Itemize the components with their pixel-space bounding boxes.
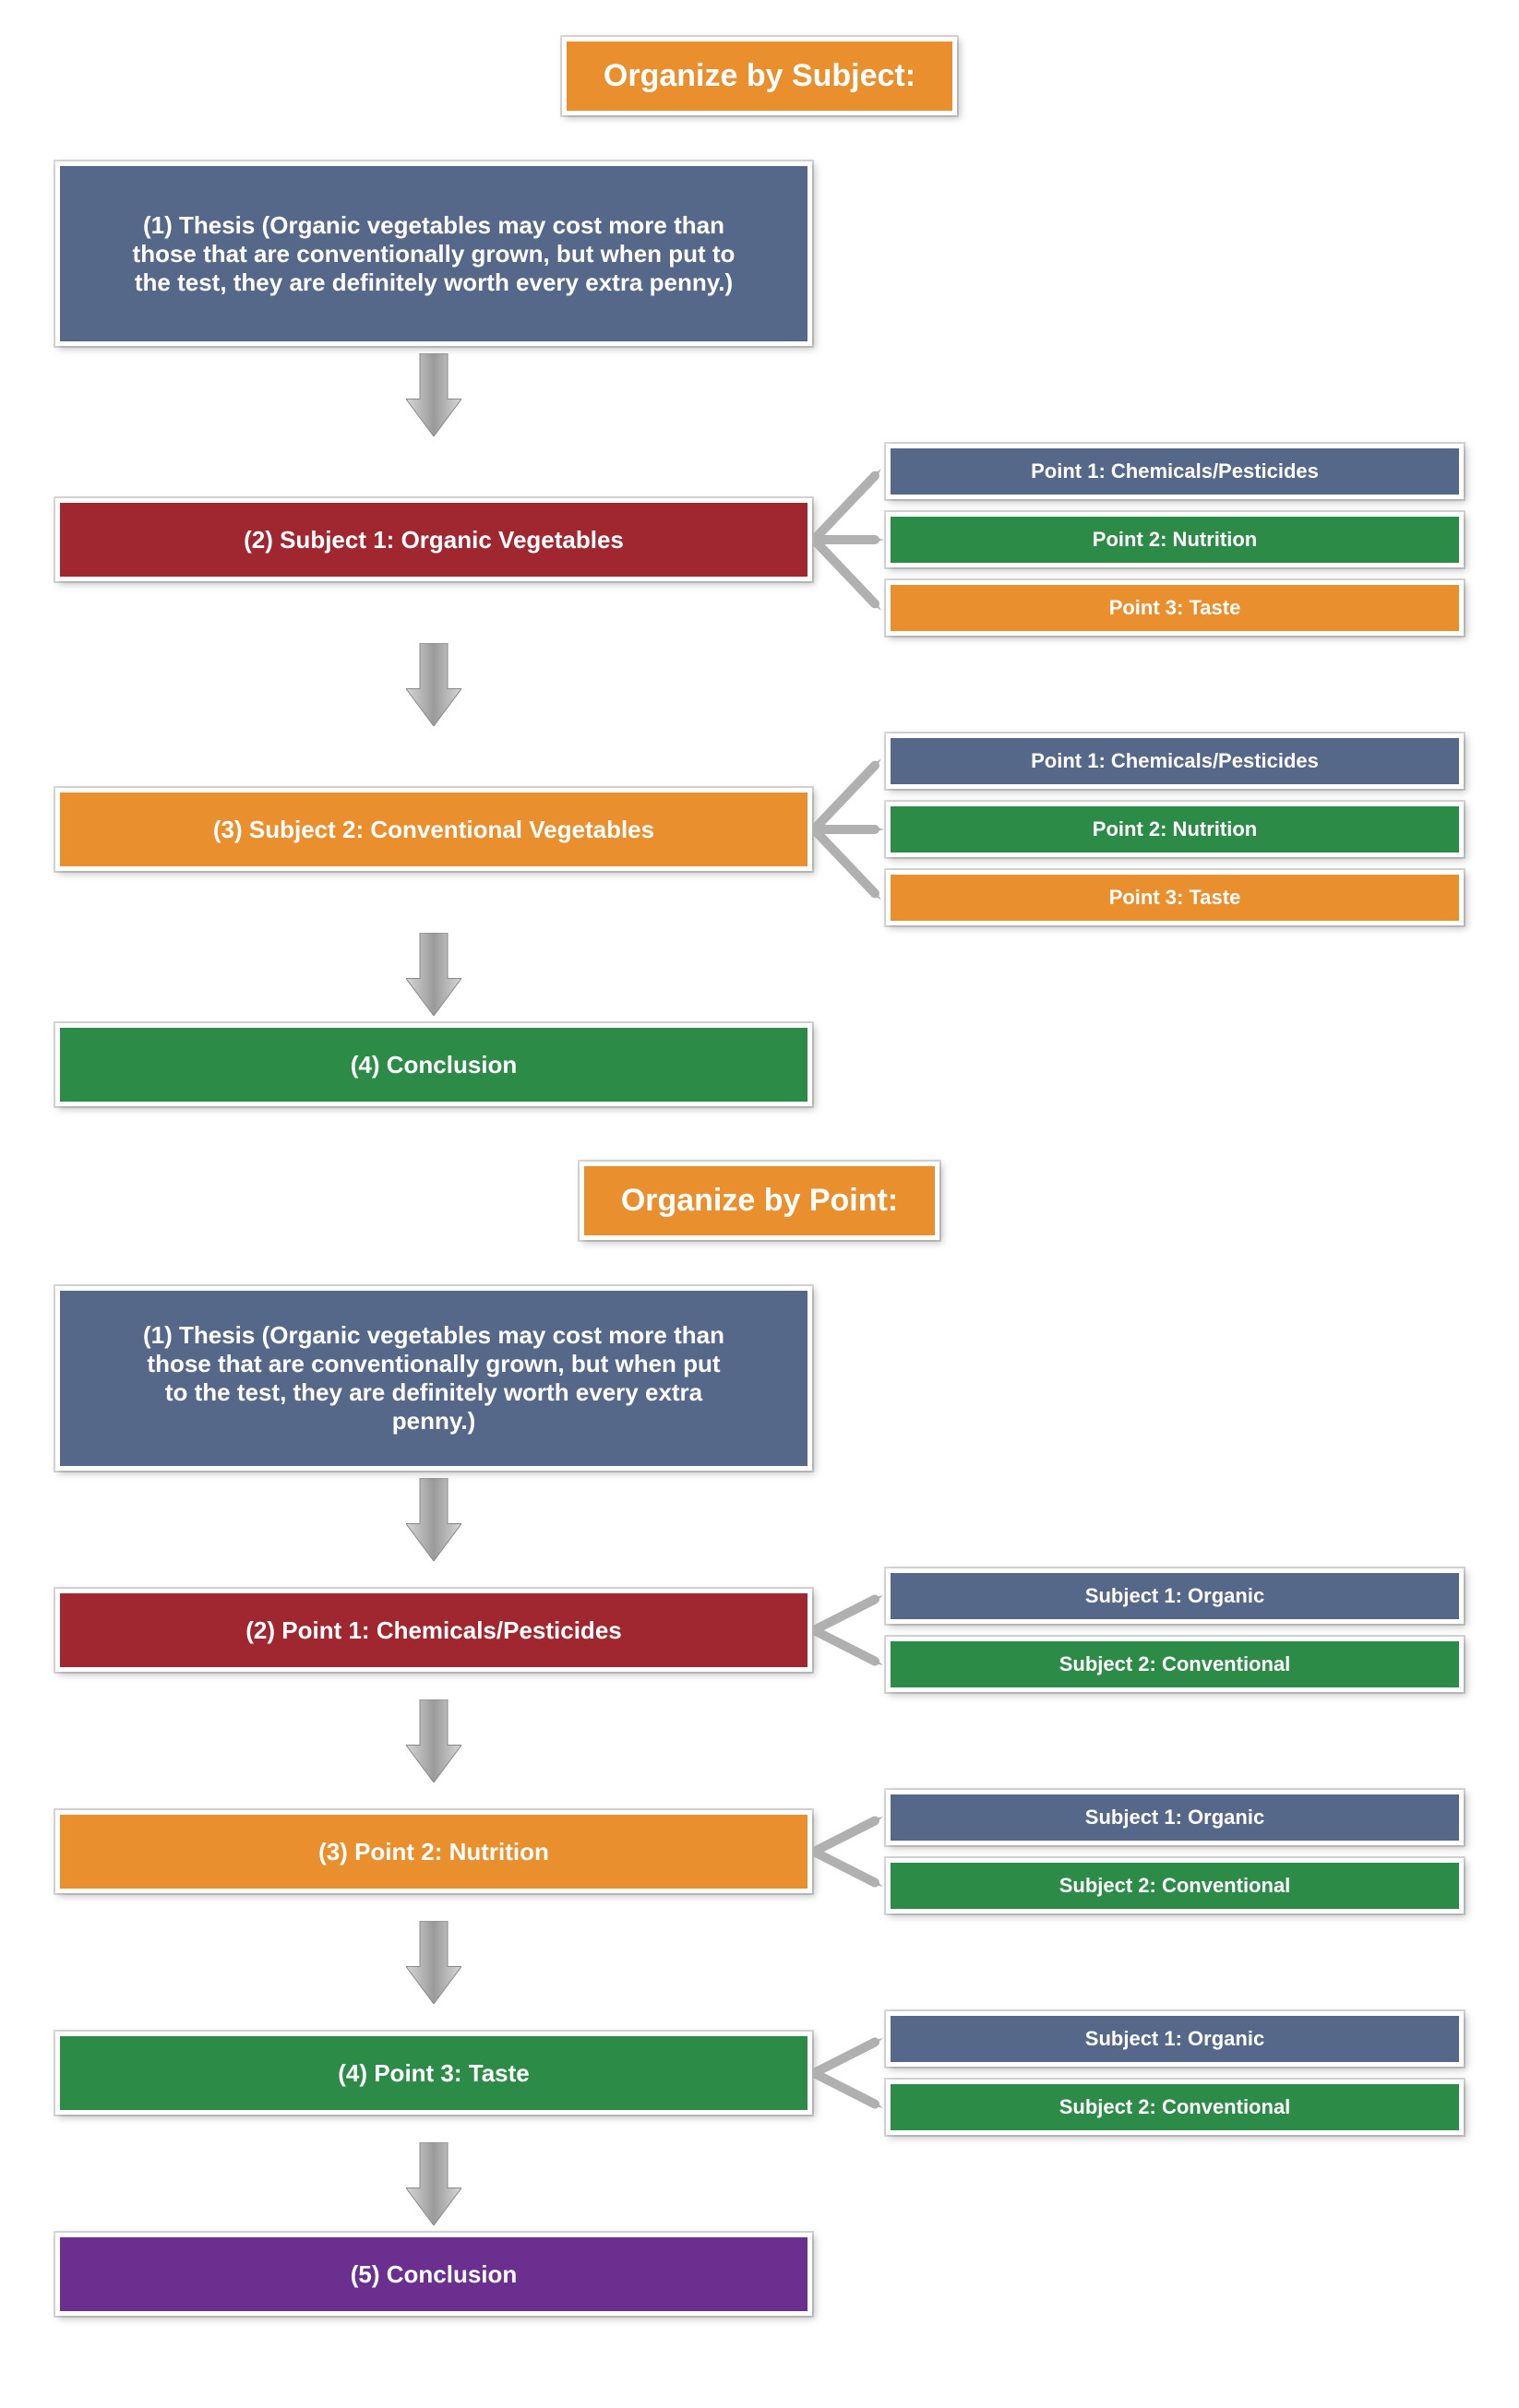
s2-point1-sub1: Subject 1: Organic [886,1568,1464,1624]
arrow-down [55,1471,812,1568]
s1-subject1-points: Point 1: Chemicals/Pesticides Point 2: N… [812,444,1464,636]
s1-subject2-point2: Point 2: Nutrition [886,802,1464,857]
section-organize-by-subject: Organize by Subject: (1) Thesis (Organic… [55,37,1464,1106]
branch-arrows [812,733,886,925]
arrow-down [55,1692,812,1790]
arrow-down [55,2135,812,2233]
s1-thesis: (1) Thesis (Organic vegetables may cost … [55,161,812,346]
arrow-down [55,1913,812,2011]
s2-point3-subs: Subject 1: Organic Subject 2: Convention… [812,2011,1464,2135]
s1-subject2-point1: Point 1: Chemicals/Pesticides [886,733,1464,789]
arrow-down [55,346,812,444]
s1-subject2-points: Point 1: Chemicals/Pesticides Point 2: N… [812,733,1464,925]
s2-point2: (3) Point 2: Nutrition [55,1810,812,1893]
s2-point2-sub1: Subject 1: Organic [886,1790,1464,1845]
s1-subject1: (2) Subject 1: Organic Vegetables [55,498,812,581]
s2-thesis: (1) Thesis (Organic vegetables may cost … [55,1286,812,1471]
section-organize-by-point: Organize by Point: (1) Thesis (Organic v… [55,1162,1464,2316]
branch-arrows [812,1790,886,1913]
s1-conclusion: (4) Conclusion [55,1023,812,1106]
s2-point1-subs: Subject 1: Organic Subject 2: Convention… [812,1568,1464,1692]
s2-point3: (4) Point 3: Taste [55,2032,812,2115]
s1-subject2: (3) Subject 2: Conventional Vegetables [55,788,812,871]
section2-title: Organize by Point: [580,1162,939,1240]
s1-subject1-point1: Point 1: Chemicals/Pesticides [886,444,1464,499]
s2-point3-sub1: Subject 1: Organic [886,2011,1464,2067]
s1-subject2-point3: Point 3: Taste [886,870,1464,925]
s2-point1-sub2: Subject 2: Conventional [886,1637,1464,1692]
s2-point1: (2) Point 1: Chemicals/Pesticides [55,1589,812,1672]
s1-subject1-point3: Point 3: Taste [886,580,1464,636]
branch-arrows [812,1568,886,1692]
arrow-down [55,925,812,1023]
arrow-down [55,636,812,733]
section1-title: Organize by Subject: [562,37,957,115]
branch-arrows [812,2011,886,2135]
s1-subject1-point2: Point 2: Nutrition [886,512,1464,567]
s2-conclusion: (5) Conclusion [55,2233,812,2316]
s2-point2-subs: Subject 1: Organic Subject 2: Convention… [812,1790,1464,1913]
s2-point3-sub2: Subject 2: Conventional [886,2080,1464,2135]
branch-arrows [812,444,886,636]
s2-point2-sub2: Subject 2: Conventional [886,1858,1464,1913]
